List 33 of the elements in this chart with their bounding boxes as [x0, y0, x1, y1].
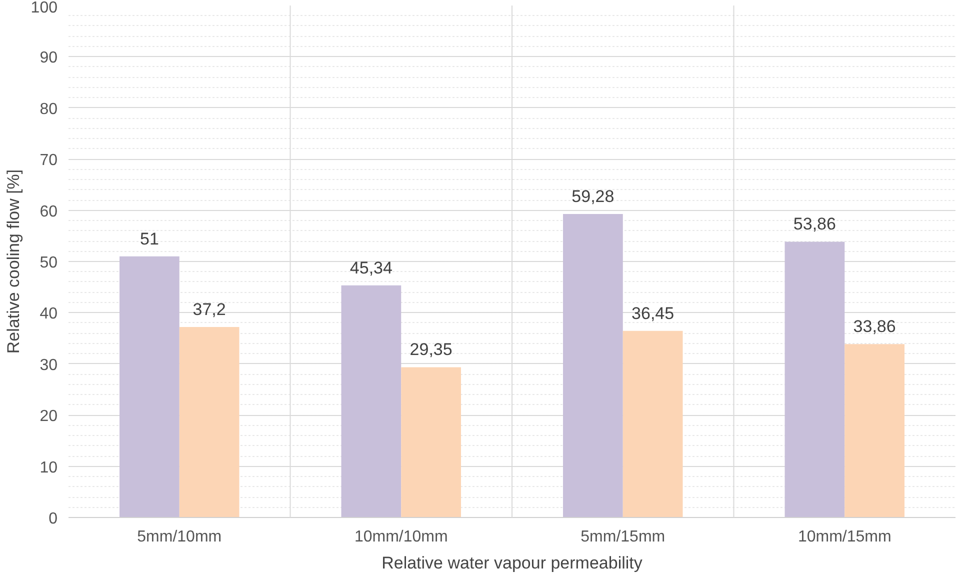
x-tick-label: 10mm/15mm [798, 528, 892, 546]
y-tick-label: 70 [40, 152, 58, 170]
x-axis-title: Relative water vapour permeability [382, 554, 643, 572]
y-tick-label: 10 [40, 459, 58, 476]
bar [179, 327, 240, 518]
x-tick-label: 5mm/10mm [137, 528, 222, 546]
data-label: 53,86 [793, 214, 836, 234]
data-label: 36,45 [632, 304, 674, 323]
data-label: 45,34 [350, 258, 392, 278]
data-label: 29,35 [410, 340, 452, 360]
y-tick-label: 0 [48, 510, 58, 528]
data-label: 37,2 [192, 300, 226, 320]
data-label: 59,28 [572, 186, 614, 206]
y-tick-label: 40 [40, 306, 58, 323]
data-label: 33,86 [853, 317, 896, 336]
y-tick-label: 60 [40, 203, 58, 220]
y-tick-label: 20 [40, 408, 58, 426]
bar [341, 285, 402, 518]
y-tick-label: 100 [30, 0, 58, 16]
bar [120, 256, 180, 518]
y-tick-label: 90 [40, 50, 58, 67]
bar [622, 330, 683, 518]
y-axis-title: Relative cooling flow [%] [4, 169, 23, 354]
bar [784, 242, 845, 518]
bar [563, 214, 623, 518]
data-label: 51 [140, 229, 159, 248]
x-tick-label: 10mm/10mm [354, 528, 448, 546]
x-tick-label: 5mm/15mm [580, 528, 666, 546]
bar [401, 367, 461, 518]
y-tick-label: 80 [40, 100, 58, 118]
y-tick-label: 30 [40, 356, 58, 374]
bar [844, 344, 904, 518]
y-tick-label: 50 [40, 254, 58, 272]
